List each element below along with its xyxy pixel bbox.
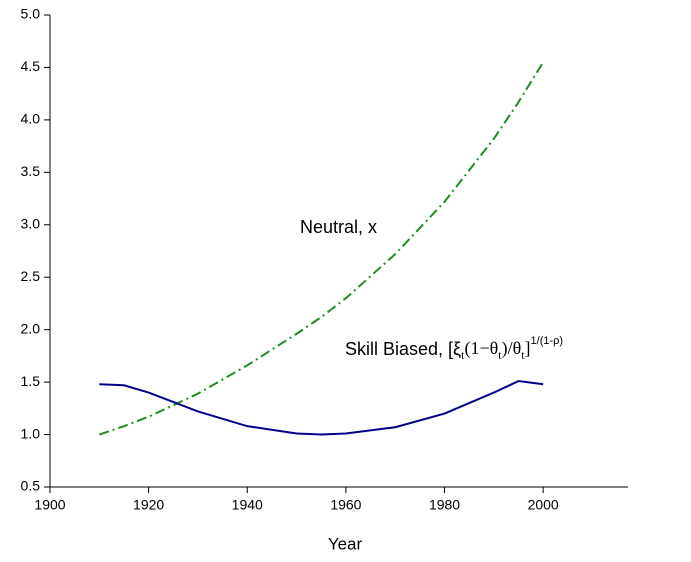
annotation-part: (1−θ xyxy=(464,338,498,359)
y-tick-label: 2.0 xyxy=(21,320,41,336)
y-tick-label: 4.0 xyxy=(21,111,41,127)
y-tick-label: 3.0 xyxy=(21,215,41,231)
y-tick-label: 3.5 xyxy=(21,163,41,179)
y-tick-label: 2.5 xyxy=(21,268,41,284)
x-tick-label: 1900 xyxy=(34,497,65,513)
x-tick-label: 1940 xyxy=(232,497,263,513)
x-tick-label: 2000 xyxy=(528,497,559,513)
annotation-part: t xyxy=(461,348,465,362)
y-tick-label: 0.5 xyxy=(21,478,41,494)
y-tick-label: 1.5 xyxy=(21,373,41,389)
x-tick-label: 1960 xyxy=(330,497,361,513)
y-tick-label: 1.0 xyxy=(21,425,41,441)
annotation-part: 1/(1-ρ) xyxy=(531,335,564,347)
annotation-part: ] xyxy=(525,338,531,358)
y-tick-label: 4.5 xyxy=(21,58,41,74)
series-line xyxy=(98,61,545,436)
x-tick-label: 1920 xyxy=(133,497,164,513)
annotation-part: Skill Biased, [ξ xyxy=(345,339,461,359)
series-line xyxy=(99,380,544,436)
annotation-part: t xyxy=(498,348,502,362)
x-tick-label: 1980 xyxy=(429,497,460,513)
annotation-part: t xyxy=(521,348,525,362)
annotation-part: )/θ xyxy=(502,338,522,359)
annotation: Neutral, x xyxy=(300,217,377,237)
annotation: Skill Biased, [ξt(1−θt)/θt]1/(1-ρ) xyxy=(345,335,563,362)
y-tick-label: 5.0 xyxy=(21,6,41,22)
x-axis-label: Year xyxy=(328,534,363,553)
